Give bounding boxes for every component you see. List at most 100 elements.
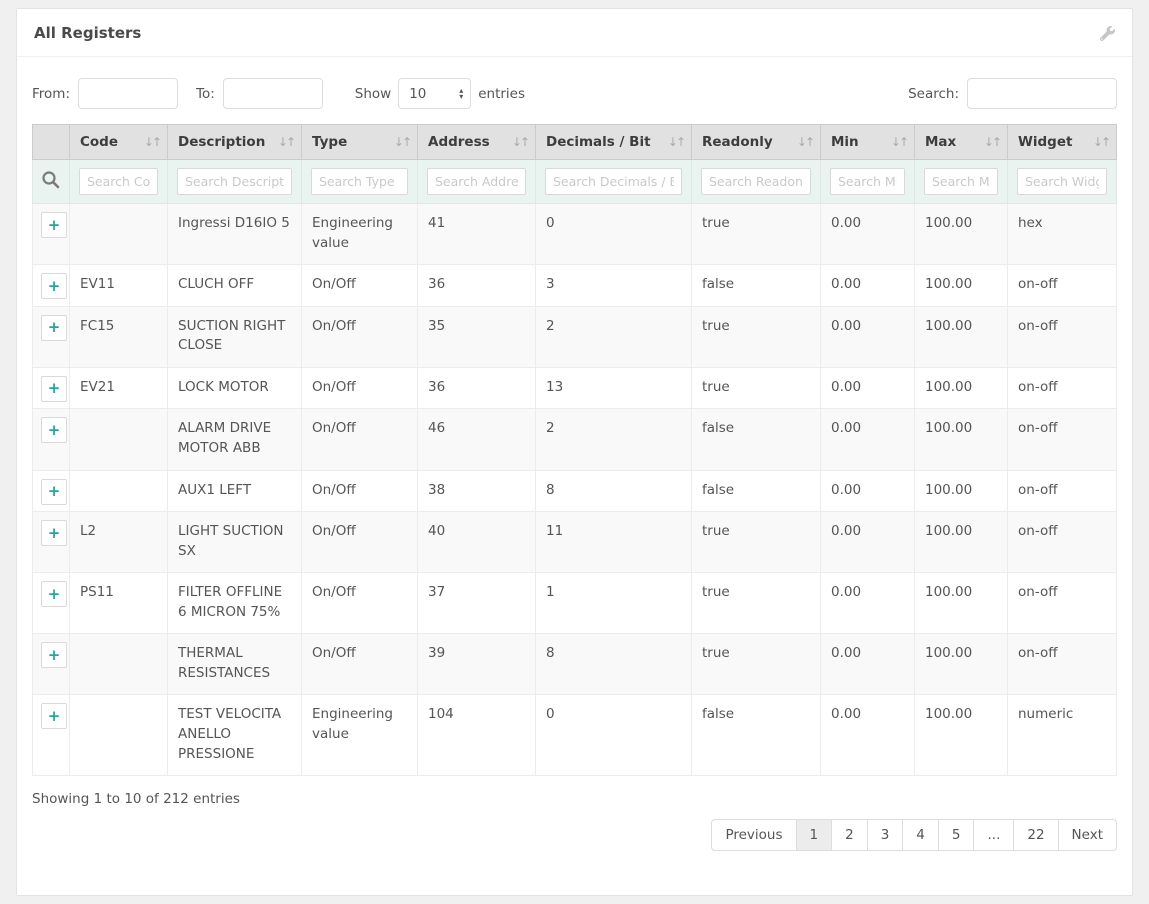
page-button-2[interactable]: 2 [831, 819, 868, 852]
cell-code [69, 469, 168, 513]
to-input[interactable] [222, 78, 323, 109]
cell-type: On/Off [301, 633, 418, 696]
cell-description: ALARM DRIVE MOTOR ABB [167, 408, 302, 471]
expand-cell: + [32, 264, 70, 307]
pagination-wrap: Previous 1 2 3 4 5... 22 Next [32, 819, 1117, 895]
page-button-22[interactable]: 22 [1013, 819, 1059, 852]
column-search-input-min[interactable] [830, 168, 905, 195]
expand-column-header [32, 124, 70, 160]
panel-header: All Registers [17, 9, 1132, 57]
cell-min: 0.00 [820, 408, 915, 471]
expand-row-button[interactable]: + [41, 581, 67, 608]
table-row: + AUX1 LEFT On/Off 38 8 false 0.00 100.00 on-off [32, 469, 1117, 513]
cell-widget: hex [1007, 202, 1117, 266]
cell-max: 100.00 [914, 469, 1008, 513]
cell-type: On/Off [301, 305, 418, 368]
cell-max: 100.00 [914, 633, 1008, 696]
column-header-address[interactable]: Address ↓↑ [417, 124, 536, 160]
sort-both-icon: ↓↑ [983, 135, 1002, 149]
cell-widget: on-off [1007, 469, 1117, 513]
page-button-4[interactable]: 4 [902, 819, 939, 852]
column-label: Readonly [702, 134, 773, 150]
column-search-input-address[interactable] [427, 168, 526, 195]
expand-row-button[interactable]: + [41, 703, 67, 730]
column-search-cell [69, 159, 168, 204]
column-label: Decimals / Bit [546, 134, 651, 150]
cell-description: SUCTION RIGHT CLOSE [167, 305, 302, 368]
page-button-1[interactable]: 1 [795, 819, 833, 852]
cell-max: 100.00 [914, 264, 1008, 307]
column-search-input-decimals-bit[interactable] [545, 168, 682, 195]
wrench-icon[interactable] [1099, 25, 1115, 41]
cell-description: AUX1 LEFT [167, 469, 302, 513]
cell-decimals: 3 [535, 264, 692, 307]
cell-description: LOCK MOTOR [167, 366, 302, 410]
sort-both-icon: ↓↑ [796, 135, 815, 149]
sort-both-icon: ↓↑ [890, 135, 909, 149]
column-header-type[interactable]: Type ↓↑ [301, 124, 418, 160]
from-input[interactable] [78, 78, 178, 109]
cell-code: EV11 [69, 264, 168, 307]
cell-code: EV21 [69, 366, 168, 410]
cell-code [69, 633, 168, 696]
column-header-max[interactable]: Max ↓↑ [914, 124, 1008, 160]
cell-min: 0.00 [820, 202, 915, 266]
page-button-3[interactable]: 3 [866, 819, 904, 852]
cell-code: PS11 [69, 572, 168, 635]
column-search-cell [691, 159, 821, 204]
column-header-readonly[interactable]: Readonly ↓↑ [691, 124, 821, 160]
cell-readonly: false [691, 469, 821, 513]
cell-type: On/Off [301, 511, 418, 574]
column-search-input-readonly[interactable] [701, 168, 811, 195]
column-header-decimals-bit[interactable]: Decimals / Bit ↓↑ [535, 124, 692, 160]
page-button-next[interactable]: Next [1057, 819, 1117, 852]
expand-row-button[interactable]: + [41, 375, 67, 402]
cell-address: 37 [417, 572, 536, 635]
expand-row-button[interactable]: + [41, 212, 67, 238]
column-search-input-description[interactable] [177, 168, 292, 195]
cell-decimals: 0 [535, 202, 692, 266]
column-search-cell [417, 159, 536, 204]
expand-row-button[interactable]: + [41, 417, 67, 444]
cell-decimals: 11 [535, 511, 692, 574]
expand-row-button[interactable]: + [41, 273, 67, 300]
cell-max: 100.00 [914, 305, 1008, 368]
cell-readonly: false [691, 694, 821, 777]
column-search-cell [914, 159, 1008, 204]
cell-description: THERMAL RESISTANCES [167, 633, 302, 696]
from-label: From: [32, 85, 70, 102]
column-search-input-code[interactable] [79, 168, 158, 195]
page-button-[interactable]: ... [973, 819, 1015, 852]
cell-decimals: 0 [535, 694, 692, 777]
page-button-previous[interactable]: Previous [711, 819, 797, 852]
sort-both-icon: ↓↑ [393, 135, 412, 149]
panel-title: All Registers [34, 24, 142, 42]
expand-row-button[interactable]: + [41, 314, 67, 341]
table-body: + Ingressi D16IO 5 Engineering value 41 0 tru… [32, 202, 1117, 777]
column-header-widget[interactable]: Widget ↓↑ [1007, 124, 1117, 160]
expand-row-button[interactable]: + [41, 478, 67, 505]
cell-max: 100.00 [914, 511, 1008, 574]
page-length-select[interactable]: 10 ▴ ▾ [398, 78, 472, 109]
cell-readonly: true [691, 572, 821, 635]
cell-address: 104 [417, 694, 536, 777]
cell-min: 0.00 [820, 511, 915, 574]
column-label: Min [831, 134, 859, 150]
table-row: + EV11 CLUCH OFF On/Off 36 3 false 0.00 100.00 on… [32, 264, 1117, 307]
sort-both-icon: ↓↑ [277, 135, 296, 149]
table-row: + EV21 LOCK MOTOR On/Off 36 13 true 0.00 100.00 o… [32, 366, 1117, 410]
column-search-input-max[interactable] [924, 168, 998, 195]
cell-widget: on-off [1007, 633, 1117, 696]
column-header-description[interactable]: Description ↓↑ [167, 124, 302, 160]
expand-row-button[interactable]: + [41, 642, 67, 669]
column-header-code[interactable]: Code ↓↑ [69, 124, 168, 160]
cell-max: 100.00 [914, 408, 1008, 471]
page-button-5[interactable]: 5 [937, 819, 975, 852]
global-search-input[interactable] [967, 78, 1117, 109]
column-header-min[interactable]: Min ↓↑ [820, 124, 915, 160]
column-search-input-widget[interactable] [1017, 168, 1107, 195]
cell-code: FC15 [69, 305, 168, 368]
table-controls: From: To: Show 10 ▴ ▾ entries Search: [32, 57, 1117, 124]
column-search-input-type[interactable] [311, 168, 408, 195]
expand-row-button[interactable]: + [41, 520, 67, 547]
